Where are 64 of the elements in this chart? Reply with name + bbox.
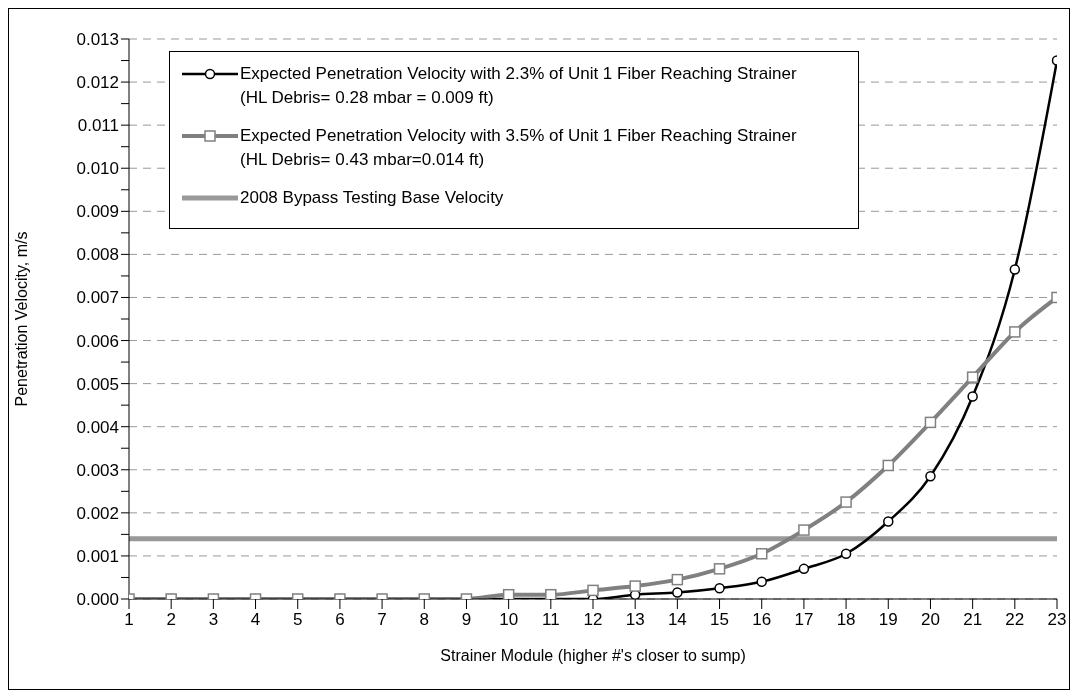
point (587, 584, 599, 597)
point (883, 516, 894, 527)
legend-label: 2008 Bypass Testing Base Velocity (240, 187, 505, 209)
point (714, 582, 725, 594)
x-axis-title: Strainer Module (higher #'s closer to sump) (440, 647, 746, 664)
x-tick-label: 5 (292, 610, 303, 630)
x-tick-label: 1 (124, 610, 134, 630)
x-tick-label: 11 (541, 610, 560, 630)
y-tick-label: 0.001 (76, 546, 119, 566)
x-tick-label: 2 (166, 610, 176, 630)
y-tick-label: 0.003 (76, 460, 119, 480)
point (925, 470, 936, 482)
point (671, 573, 684, 586)
point (756, 576, 767, 588)
y-axis-title: Penetration Velocity, m/s (12, 231, 30, 407)
x-tick-label: 23 (1047, 610, 1067, 630)
x-tick-label: 10 (499, 610, 519, 630)
point (755, 548, 768, 560)
y-tick-label: 0.006 (76, 331, 119, 351)
x-tick-label: 13 (625, 610, 645, 630)
x-tick-label: 19 (878, 610, 898, 630)
x-tick-label: 18 (836, 610, 856, 630)
point (840, 496, 852, 508)
y-tick-label: 0.011 (77, 116, 119, 136)
x-tick-label: 17 (794, 610, 814, 630)
x-tick-label: 21 (963, 610, 983, 630)
x-tick-label: 15 (710, 610, 730, 630)
point (966, 371, 979, 383)
x-tick-label: 9 (461, 610, 472, 630)
y-tick-label: 0.010 (76, 159, 119, 179)
point (798, 563, 810, 575)
y-tick-label: 0.000 (76, 590, 119, 610)
legend-label: Expected Penetration Velocity with 3.5% of Unit 1 Fiber Reaching Strainer (HL Debris= 0.43 mbar=0.014 ft) (240, 125, 798, 171)
y-tick-label: 0.013 (76, 30, 119, 50)
point (967, 391, 978, 402)
y-tick-label: 0.008 (76, 245, 119, 265)
x-tick-label: 14 (667, 610, 687, 630)
point (672, 587, 683, 598)
point (1009, 264, 1021, 275)
point (1009, 326, 1021, 338)
y-tick-label: 0.002 (76, 503, 119, 523)
legend-label: Expected Penetration Velocity with 2.3% of Unit 1 Fiber Reaching Strainer (HL Debris= 0.28 mbar = 0.009 ft) (240, 63, 798, 109)
point (924, 416, 937, 429)
y-tick-label: 0.007 (76, 288, 119, 308)
y-tick-label: 0.005 (76, 374, 119, 394)
x-tick-label: 7 (377, 610, 387, 630)
point (840, 548, 852, 560)
x-tick-label: 16 (752, 610, 772, 630)
x-tick-label: 12 (583, 610, 603, 630)
x-tick-label: 22 (1005, 610, 1025, 630)
y-tick-label: 0.009 (76, 202, 119, 222)
point (798, 524, 810, 536)
point (713, 563, 726, 575)
x-tick-label: 8 (419, 610, 430, 630)
y-tick-label: 0.012 (76, 73, 119, 93)
x-tick-label: 3 (208, 610, 219, 630)
point (545, 588, 557, 599)
x-tick-label: 4 (250, 610, 261, 630)
y-tick-label: 0.004 (76, 417, 119, 437)
x-tick-label: 20 (920, 610, 940, 630)
point (882, 459, 895, 472)
x-tick-label: 6 (335, 610, 345, 630)
point (502, 588, 515, 599)
point (629, 580, 641, 592)
